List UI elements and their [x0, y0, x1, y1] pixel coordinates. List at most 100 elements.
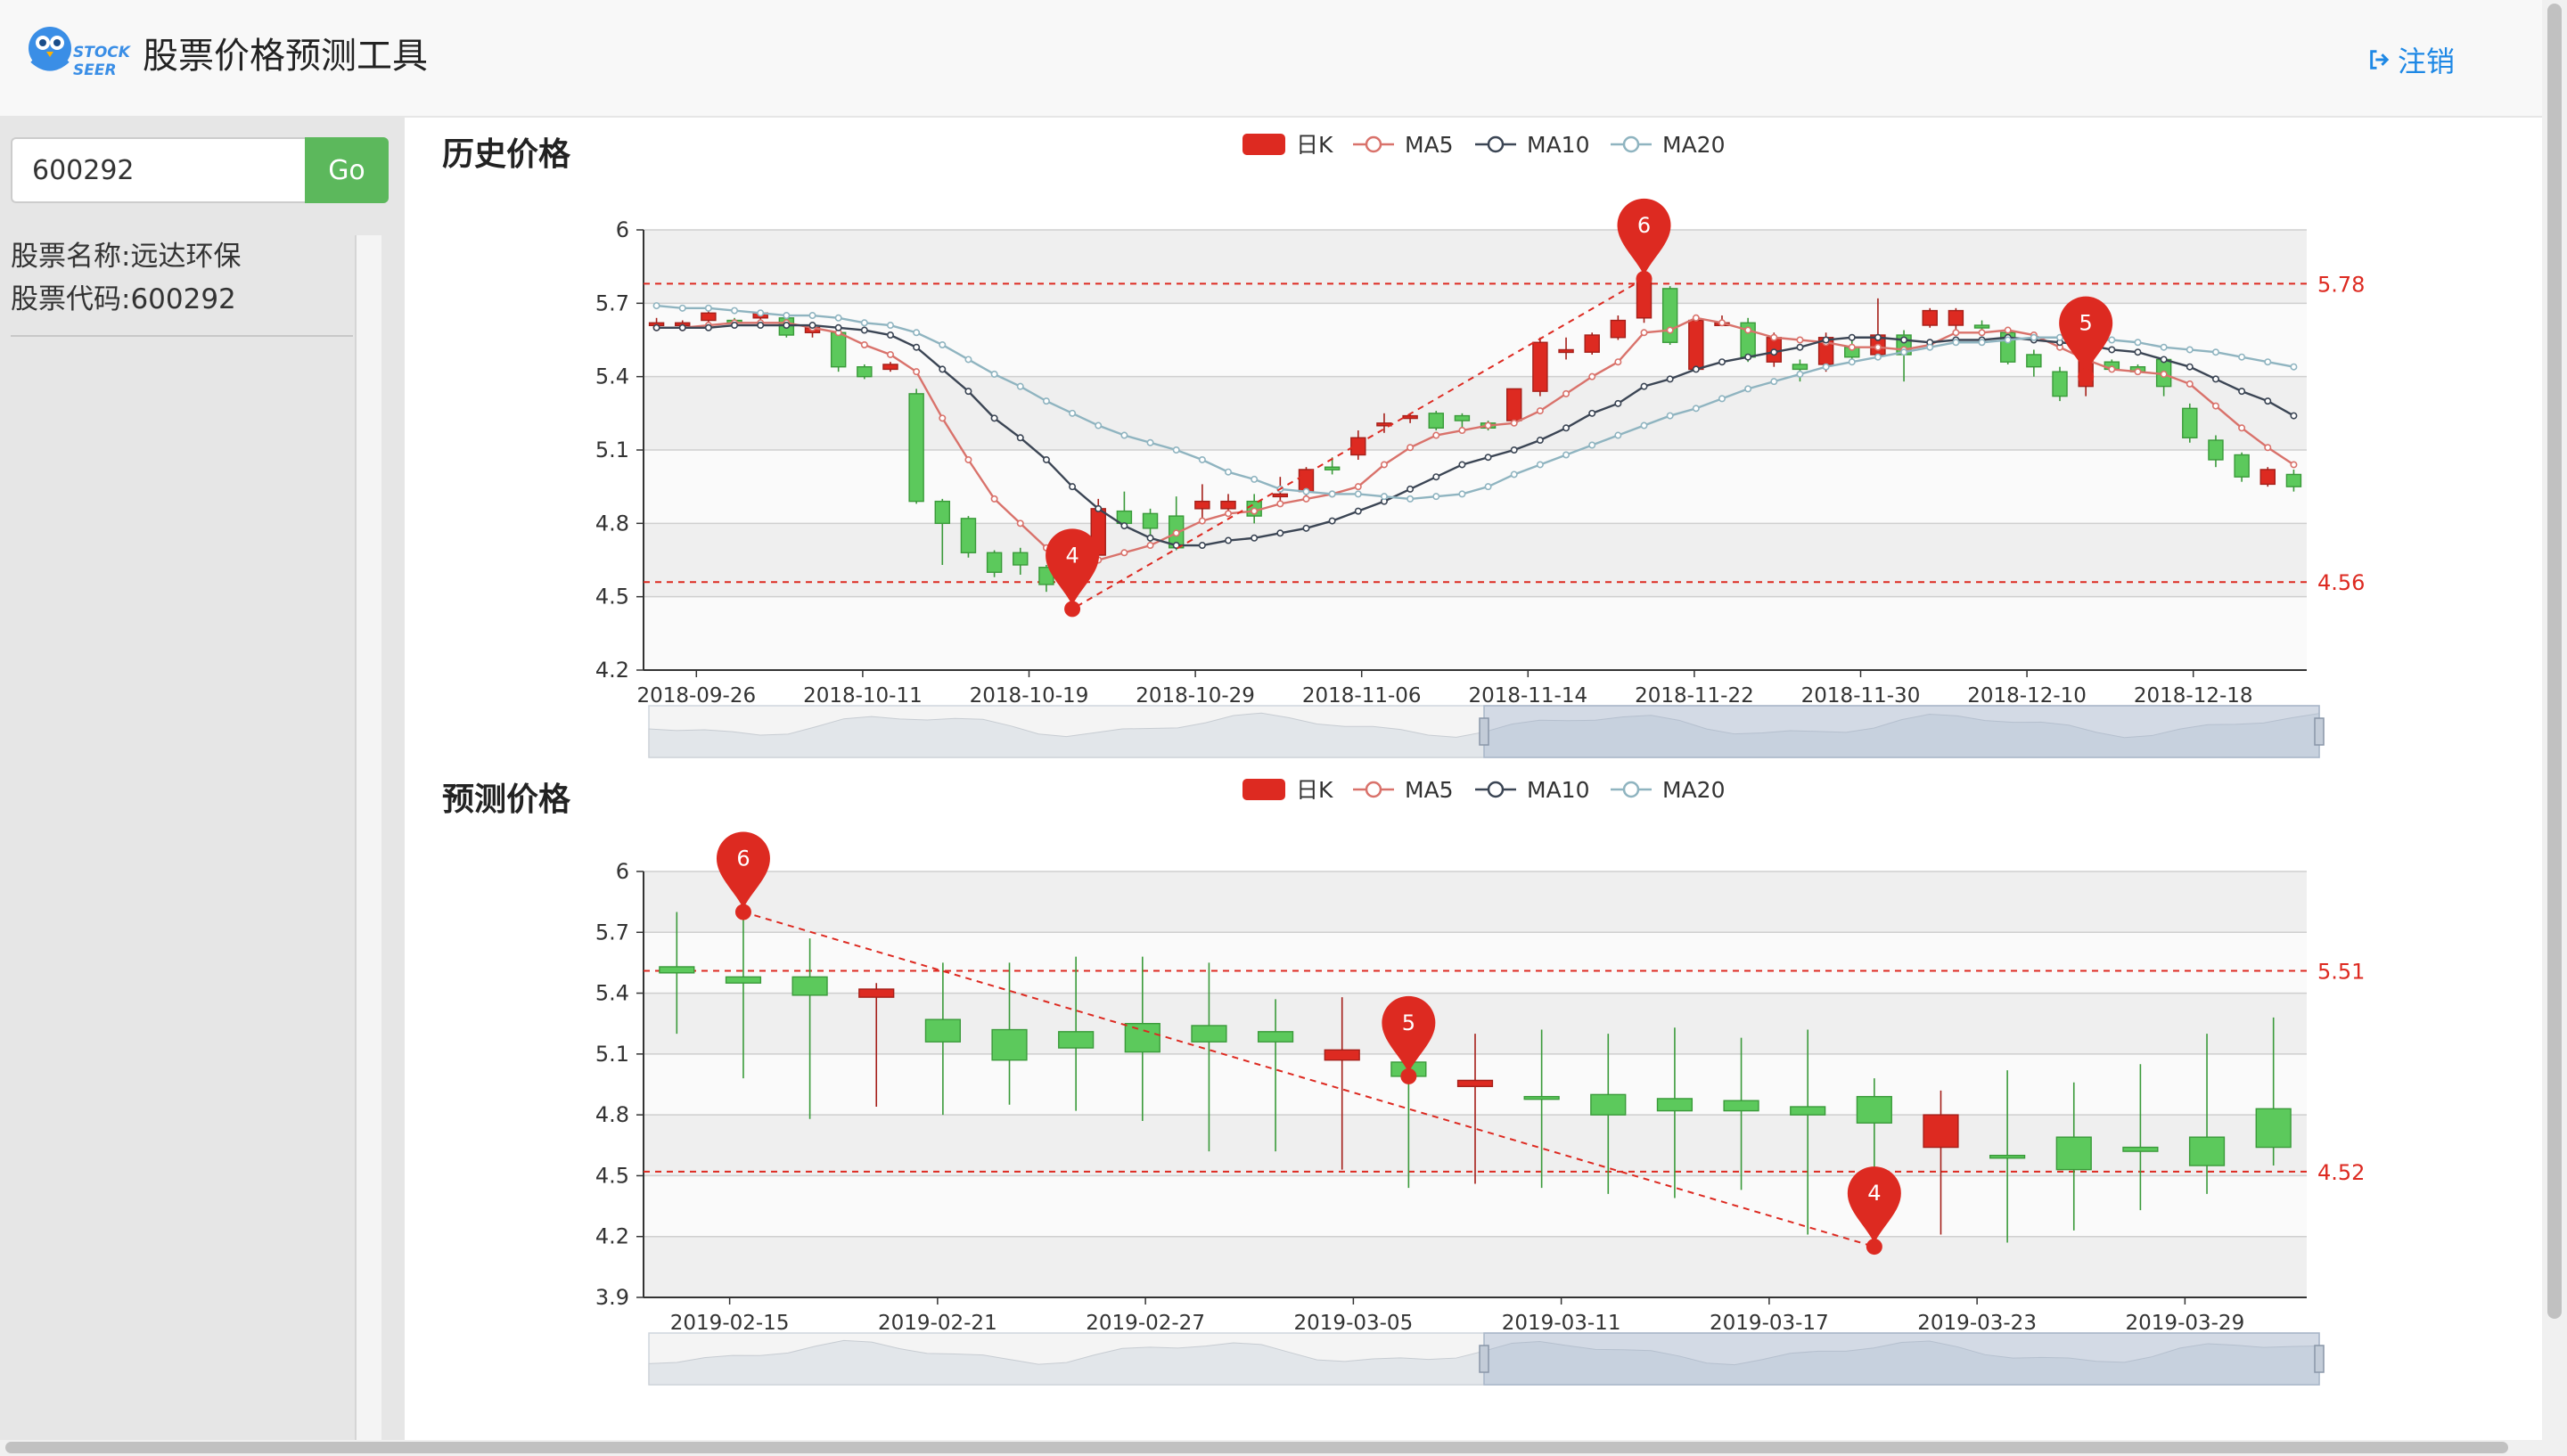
- markpoint-anchor-dot: [734, 904, 751, 920]
- candle-body: [934, 500, 951, 525]
- candle-down: [991, 962, 1028, 1105]
- ma5-point: [2264, 444, 2272, 452]
- candle-body: [991, 1028, 1028, 1061]
- page-vertical-scrollbar[interactable]: [2542, 0, 2567, 1440]
- ma10-point: [1251, 534, 1259, 542]
- markpoint-pin[interactable]: 4: [1847, 1166, 1901, 1256]
- legend-item[interactable]: MA20: [1611, 777, 1725, 803]
- legend-item[interactable]: MA10: [1475, 777, 1589, 803]
- ma5-point: [2186, 380, 2194, 388]
- markpoint-pin[interactable]: 4: [1046, 528, 1100, 618]
- x-tick-label: 2018-12-10: [1967, 684, 2087, 708]
- candle-down: [2285, 469, 2302, 492]
- go-button[interactable]: Go: [305, 137, 389, 203]
- ma10-point: [1588, 409, 1596, 417]
- candle-down: [857, 364, 873, 380]
- ma20-point: [1016, 382, 1024, 390]
- ma10-point: [1225, 536, 1233, 544]
- candle-body: [1506, 388, 1522, 421]
- markpoint-pin-shape: [2059, 296, 2113, 373]
- markpoint-pin[interactable]: 5: [2059, 296, 2113, 385]
- ma20-point: [1380, 493, 1388, 501]
- candle-body: [2208, 439, 2224, 461]
- stock-code-input[interactable]: [11, 137, 305, 203]
- candle-body: [1194, 500, 1210, 510]
- candle-body: [1584, 334, 1600, 353]
- history-price-chart[interactable]: 日K MA5 MA10 MA20 6 5.7 5.4 5.1 4.8 4.5 4.2 2018-09-…: [405, 118, 2542, 770]
- stockseer-owl-logo-icon[interactable]: STOCK SEER: [27, 21, 132, 87]
- x-tick-label: 2018-11-06: [1302, 684, 1422, 708]
- candle-down: [2255, 1017, 2292, 1166]
- logo-text-seer: SEER: [73, 61, 117, 79]
- logout-label: 注销: [2398, 45, 2456, 78]
- ma10-point: [1614, 399, 1622, 407]
- candle-body: [830, 331, 847, 368]
- ma20-point: [2290, 363, 2298, 371]
- candle-down: [1191, 962, 1227, 1152]
- sidebar-scrollbar[interactable]: [355, 235, 381, 1440]
- legend-item[interactable]: MA10: [1475, 132, 1589, 158]
- logout-link[interactable]: 注销: [2367, 39, 2455, 80]
- candle-down: [1656, 1027, 1694, 1198]
- horizontal-scroll-thumb[interactable]: [5, 1442, 2508, 1453]
- vertical-scroll-thumb[interactable]: [2547, 4, 2562, 1319]
- candle-down: [1590, 1034, 1627, 1194]
- top-navbar: STOCK SEER 股票价格预测工具 注销: [0, 0, 2542, 118]
- ma10-point: [731, 322, 739, 330]
- legend-line-marker: [1365, 135, 1382, 153]
- candle-up: [2259, 467, 2276, 487]
- legend-item[interactable]: MA20: [1611, 132, 1725, 158]
- candle-up: [1584, 332, 1600, 355]
- ma5-point: [1510, 419, 1518, 427]
- markpoint-pin-shape: [1617, 198, 1671, 275]
- ma5-point: [1770, 333, 1778, 341]
- candle-up: [1456, 1034, 1494, 1184]
- ma5-point: [1380, 461, 1388, 469]
- ma20-point: [1432, 493, 1440, 501]
- datazoom-slider[interactable]: [648, 705, 2325, 758]
- markpoint-pin[interactable]: 5: [1382, 995, 1436, 1084]
- candle-up: [1402, 413, 1418, 423]
- ma5-point: [1562, 389, 1571, 397]
- x-tick-label: 2018-11-14: [1468, 684, 1587, 708]
- trend-dashed-line: [1071, 278, 1645, 610]
- candle-down: [791, 938, 828, 1119]
- legend-item[interactable]: 日K: [1242, 777, 1333, 803]
- ma20-point: [1484, 483, 1492, 491]
- ma5-point: [1666, 326, 1674, 334]
- ma10-point: [834, 323, 842, 331]
- plot-band: [644, 523, 2307, 597]
- ma5-point: [1016, 519, 1024, 528]
- ma20-point: [990, 370, 998, 378]
- legend-item[interactable]: MA5: [1353, 777, 1454, 803]
- ma5-point: [1407, 444, 1415, 452]
- ma20-point: [704, 304, 712, 312]
- datazoom-slider[interactable]: [648, 1332, 2325, 1386]
- candle-down: [1989, 1070, 2026, 1243]
- ma10-point: [939, 365, 947, 373]
- ma20-point: [1302, 487, 1310, 495]
- page-horizontal-scrollbar[interactable]: [0, 1440, 2567, 1456]
- legend-item[interactable]: MA5: [1353, 132, 1454, 158]
- ma10-point: [1172, 542, 1180, 550]
- legend-item[interactable]: 日K: [1242, 132, 1333, 158]
- prediction-price-chart[interactable]: 日K MA5 MA10 MA20 6 5.7 5.4 5.1 4.8 4.5 4.2 3.9 2019-…: [405, 763, 2542, 1422]
- ma20-point: [2160, 343, 2168, 351]
- candle-body: [2188, 1136, 2226, 1166]
- ma10-point: [2160, 356, 2168, 364]
- ma10-point: [704, 323, 712, 331]
- stock-name-text: 股票名称:远达环保: [11, 241, 242, 273]
- ma10-point: [1562, 424, 1571, 432]
- legend-label: MA10: [1527, 132, 1589, 158]
- ma5-point: [1276, 500, 1284, 508]
- ma20-point: [913, 329, 921, 337]
- ma10-point: [1692, 365, 1700, 373]
- markpoint-pin[interactable]: 6: [716, 831, 770, 920]
- ma5-point: [1251, 507, 1259, 515]
- candle-down: [986, 550, 1003, 577]
- candle-body: [986, 552, 1003, 573]
- candle-up: [1688, 317, 1704, 372]
- candle-body: [1428, 413, 1444, 429]
- markpoint-pin[interactable]: 6: [1617, 198, 1671, 287]
- ma20-point: [1458, 490, 1466, 498]
